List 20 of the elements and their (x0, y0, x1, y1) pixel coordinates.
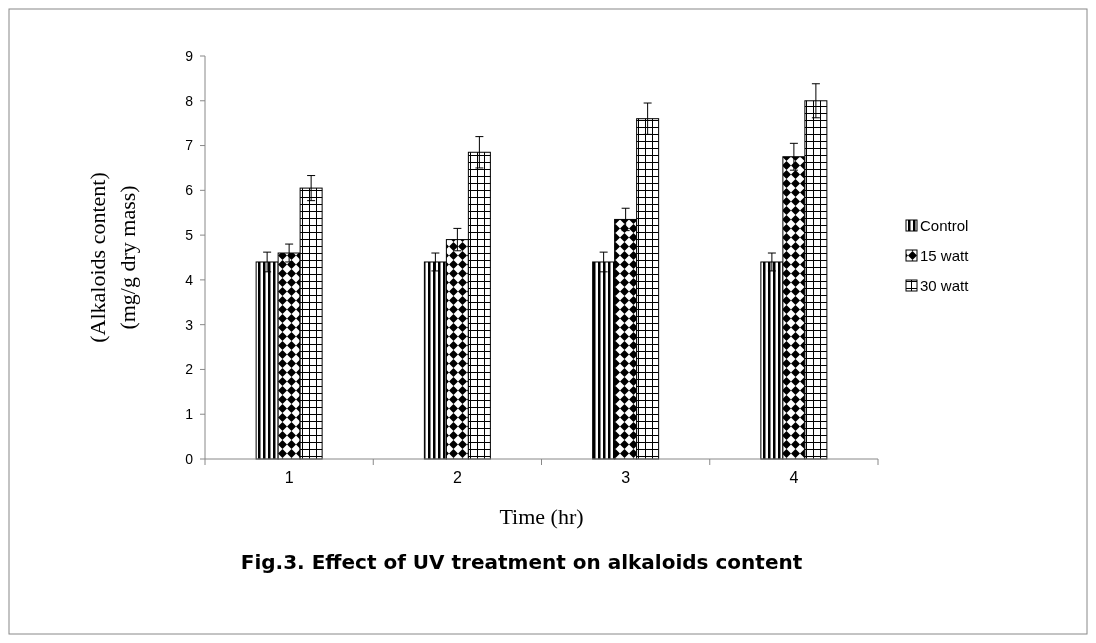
x-tick-label: 4 (789, 469, 799, 486)
legend-label: 15 watt (920, 247, 970, 265)
legend-label: 30 watt (920, 277, 970, 295)
y-tick-label: 3 (185, 316, 194, 333)
y-tick-label: 6 (185, 182, 194, 199)
y-axis-title: (Alkaloids content) (mg/g dry mass) (85, 172, 140, 343)
y-tick-label: 9 (185, 47, 194, 64)
x-axis-title: Time (hr) (499, 504, 584, 529)
y-tick-label: 4 (185, 271, 194, 288)
x-tick-label: 3 (621, 469, 631, 486)
x-tick-label: 1 (284, 469, 294, 486)
legend-label: Control (920, 217, 969, 235)
y-tick-label: 0 (185, 450, 194, 467)
y-tick-label: 5 (185, 227, 194, 244)
y-tick-label: 8 (185, 92, 194, 109)
y-tick-label: 1 (185, 406, 194, 423)
x-tick-label: 2 (452, 469, 462, 486)
y-tick-label: 2 (185, 361, 194, 378)
y-tick-label: 7 (185, 137, 194, 154)
text: Fig.3. Effect of UV treatment on alkaloids content (240, 550, 803, 574)
